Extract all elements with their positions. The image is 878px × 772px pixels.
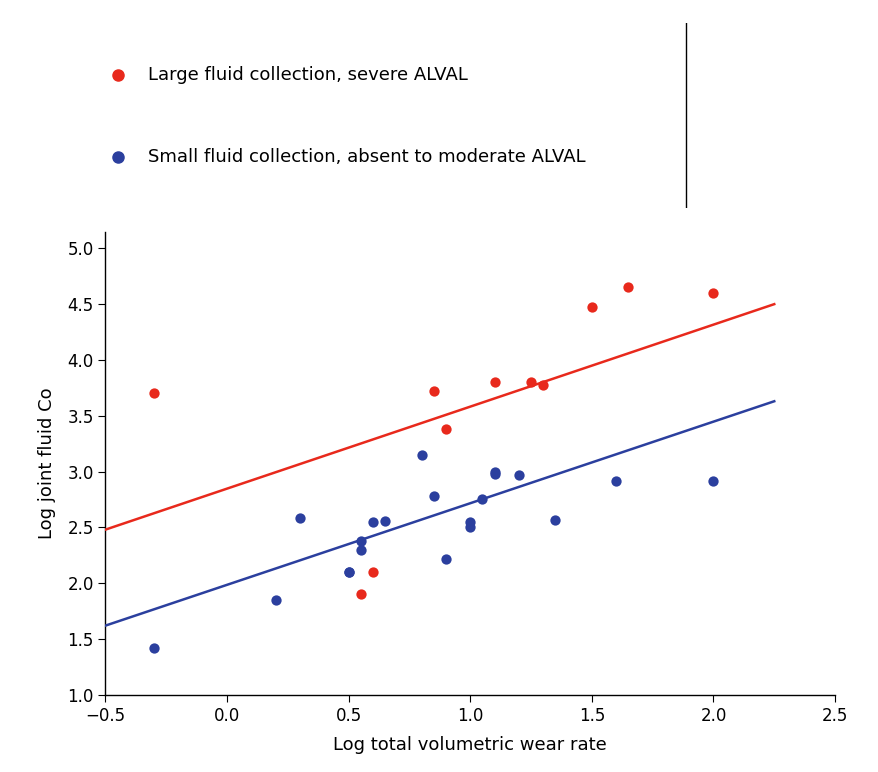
Point (706, 474, 720, 486)
Point (706, 287, 720, 300)
Point (342, 566, 356, 578)
Point (511, 469, 525, 481)
Y-axis label: Log joint fluid Co: Log joint fluid Co (38, 388, 56, 539)
Point (426, 385, 440, 398)
Point (475, 493, 489, 506)
X-axis label: Log total volumetric wear rate: Log total volumetric wear rate (333, 736, 607, 753)
Point (365, 516, 379, 528)
Point (365, 566, 379, 578)
Point (584, 301, 598, 313)
Point (292, 513, 306, 525)
Point (426, 490, 440, 503)
Point (414, 449, 428, 461)
Point (523, 376, 537, 388)
Point (608, 474, 623, 486)
Point (147, 642, 161, 654)
Point (438, 423, 452, 435)
Point (621, 281, 635, 293)
Point (463, 521, 477, 533)
Point (487, 376, 501, 388)
Point (147, 388, 161, 400)
Text: Small fluid collection, absent to moderate ALVAL: Small fluid collection, absent to modera… (148, 147, 585, 165)
Point (353, 543, 367, 556)
Point (438, 553, 452, 565)
Point (342, 566, 356, 578)
Point (487, 466, 501, 478)
Point (378, 514, 392, 527)
Point (487, 468, 501, 480)
Point (548, 513, 562, 526)
FancyBboxPatch shape (73, 19, 685, 212)
Point (269, 594, 283, 606)
Point (353, 534, 367, 547)
Text: Large fluid collection, severe ALVAL: Large fluid collection, severe ALVAL (148, 66, 467, 84)
Point (353, 588, 367, 601)
Point (463, 516, 477, 528)
Point (536, 378, 550, 391)
